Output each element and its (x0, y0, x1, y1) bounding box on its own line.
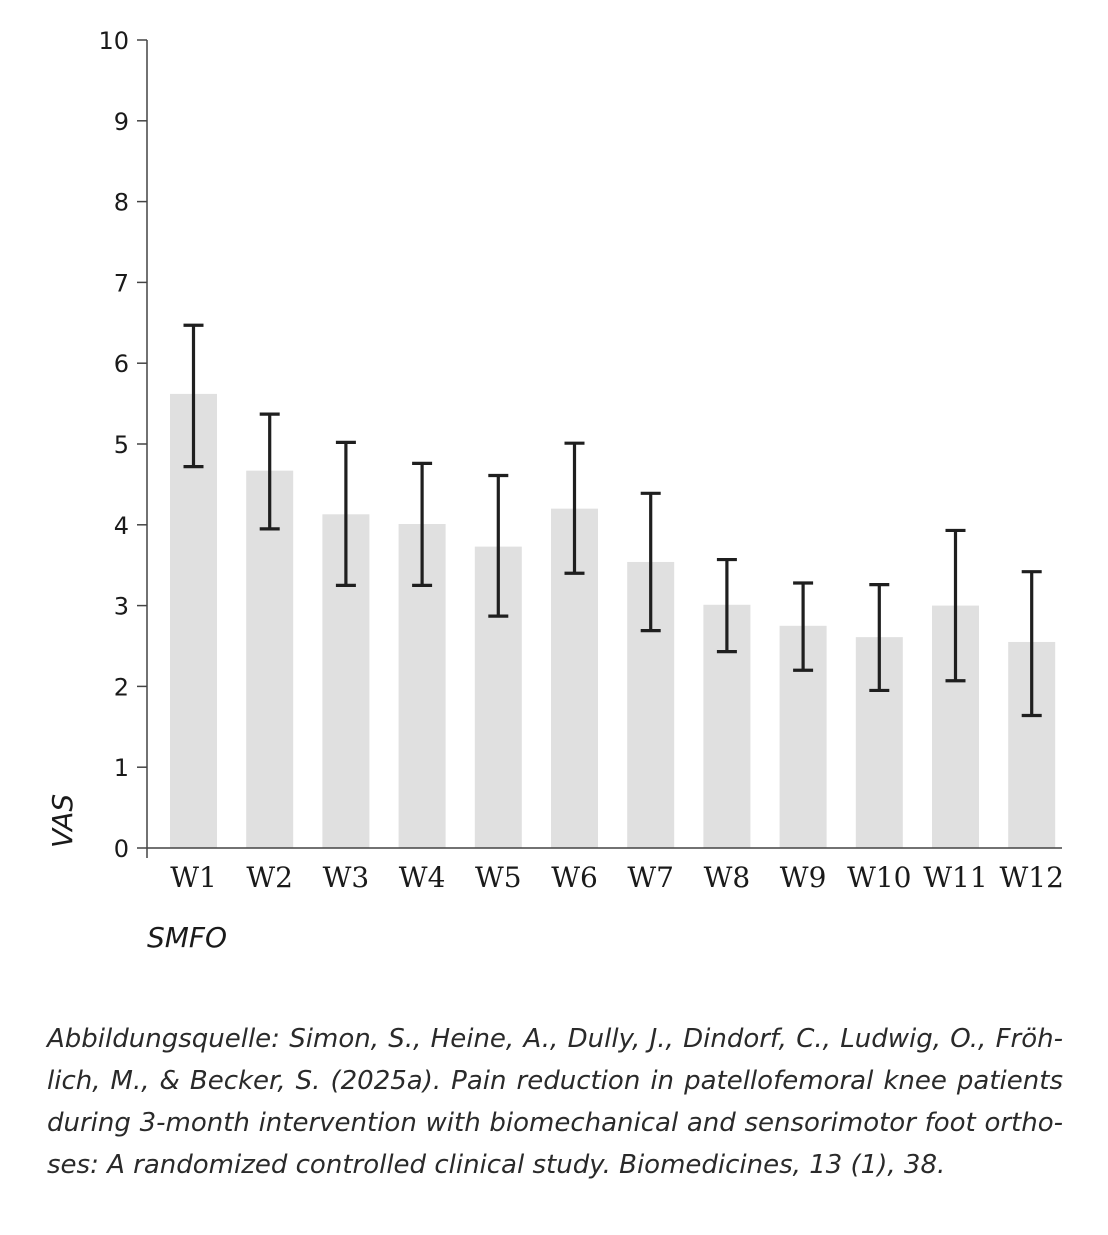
y-tick-label-6: 6 (114, 350, 129, 378)
figure-caption: Abbildungsquelle: Simon, S., Heine, A., … (47, 1024, 1063, 1180)
x-tick-label-w8: W8 (704, 861, 751, 894)
y-tick-label-9: 9 (114, 108, 129, 136)
bars-layer (170, 393, 1056, 848)
y-tick-label-5: 5 (114, 431, 129, 459)
y-tick-label-8: 8 (114, 189, 129, 217)
x-tick-label-w6: W6 (551, 861, 598, 894)
bar-w1 (170, 393, 217, 848)
error-bars-layer (183, 323, 1042, 718)
x-tick-label-w10: W10 (847, 861, 911, 894)
x-tick-label-w12: W12 (999, 861, 1063, 894)
axes-layer: W1 W2 W3 W4 W5 W6 W7 W8 W9 W10 W11 W12 0 1 2 3 4 5 6 7 8 9 10 (98, 27, 1063, 894)
y-tick-label-3: 3 (114, 593, 129, 621)
x-axis-title: SMFO (147, 921, 227, 954)
y-axis-title: VAS (46, 794, 79, 848)
x-tick-label-w3: W3 (323, 861, 370, 894)
x-tick-label-w9: W9 (780, 861, 827, 894)
y-tick-label-1: 1 (114, 754, 129, 782)
vas-bar-chart: W1 W2 W3 W4 W5 W6 W7 W8 W9 W10 W11 W12012345678910 … (46, 27, 1064, 954)
bar-w2 (246, 470, 294, 848)
x-tick-label-w4: W4 (399, 861, 446, 894)
x-tick-label-w7: W7 (627, 861, 674, 894)
x-tick-label-w2: W2 (246, 861, 293, 894)
y-tick-label-10: 10 (98, 27, 129, 55)
y-tick-label-0: 0 (114, 835, 129, 863)
x-tick-label-w11: W11 (923, 861, 987, 894)
y-tick-label-2: 2 (114, 673, 129, 701)
y-tick-label-7: 7 (114, 269, 129, 297)
x-tick-label-w5: W5 (475, 861, 522, 894)
x-tick-label-w1: W1 (170, 861, 217, 894)
y-tick-label-4: 4 (114, 512, 129, 540)
